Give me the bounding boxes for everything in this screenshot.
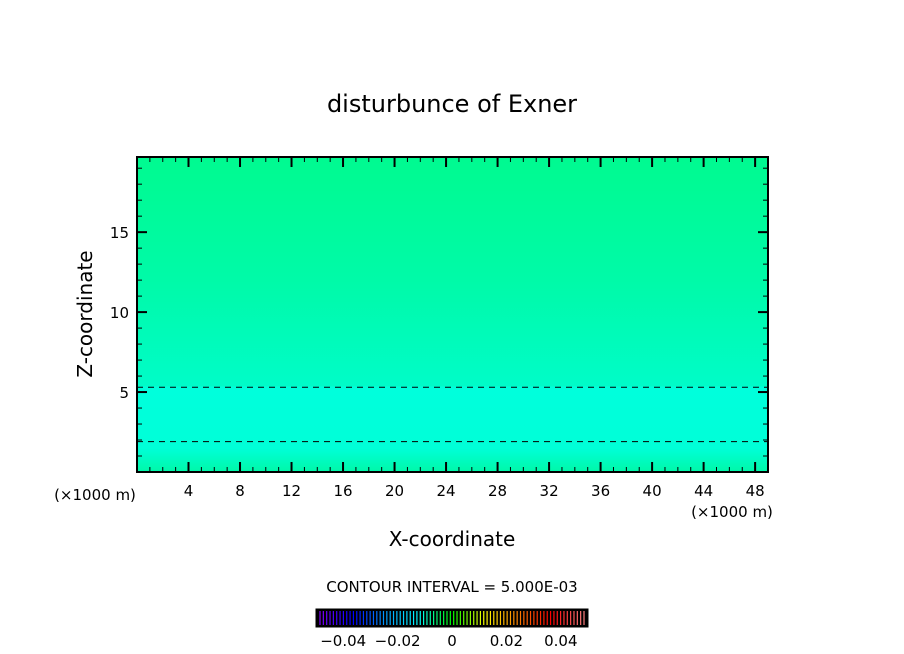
- x-tick-label: 44: [694, 482, 713, 500]
- contour-interval-label: CONTOUR INTERVAL = 5.000E-03: [326, 578, 577, 596]
- colorbar-tick-label: 0: [447, 632, 457, 650]
- y-tick-label: 15: [110, 224, 129, 242]
- x-tick-label: 20: [385, 482, 404, 500]
- x-tick-label: 8: [235, 482, 245, 500]
- colorbar-tick-label: −0.04: [320, 632, 366, 650]
- colorbar-frame: [315, 608, 589, 628]
- x-tick-label: 48: [746, 482, 765, 500]
- y-tick-label: 10: [110, 304, 129, 322]
- colorbar-tick-label: −0.02: [375, 632, 421, 650]
- x-tick-label: 36: [591, 482, 610, 500]
- plot-area: [137, 157, 768, 472]
- x-tick-label: 40: [643, 482, 662, 500]
- plot-frame: [136, 156, 769, 473]
- colorbar-tick-label: 0.04: [544, 632, 577, 650]
- x-tick-label: 12: [282, 482, 301, 500]
- x-unit-right: (×1000 m): [691, 503, 773, 521]
- y-tick-label: 5: [119, 384, 129, 402]
- chart-title: disturbunce of Exner: [327, 90, 577, 118]
- x-tick-label: 32: [540, 482, 559, 500]
- colorbar: −0.04 −0.02 0 0.02 0.04: [315, 608, 589, 650]
- x-tick-label: 4: [184, 482, 194, 500]
- y-axis-label: Z-coordinate: [73, 250, 97, 377]
- x-tick-label: 28: [488, 482, 507, 500]
- x-axis-label: X-coordinate: [389, 527, 516, 551]
- x-tick-label: 16: [333, 482, 352, 500]
- x-unit-left: (×1000 m): [54, 486, 136, 504]
- colorbar-tick-label: 0.02: [490, 632, 523, 650]
- x-tick-label: 24: [437, 482, 456, 500]
